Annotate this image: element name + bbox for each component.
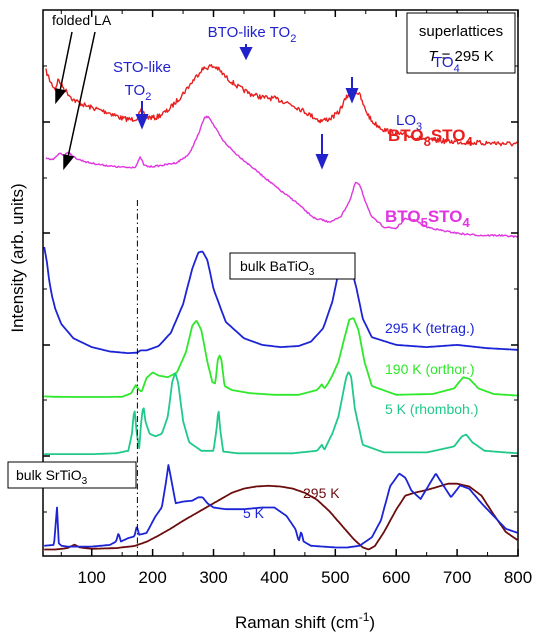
blue-peak-arrows [135, 44, 359, 170]
legend-line-2: T = 295 K [428, 48, 493, 65]
spectrum-bulk-srtio3-5-k [44, 464, 518, 549]
x-tick-label-800: 800 [504, 568, 532, 587]
bulk-srtio3-box: bulk SrTiO3 [7, 461, 137, 489]
to4-label: TO4 [433, 54, 460, 75]
bto5sto4-label: BTO5STO4 [385, 207, 470, 230]
x-axis-label: Raman shift (cm-1) [235, 610, 375, 632]
y-axis-label: Intensity (arb. units) [8, 183, 27, 332]
legend-line-1: superlattices [419, 23, 503, 40]
bto8sto4-label: BTO8STO4 [388, 126, 473, 149]
label-190k-orthor: 190 K (orthor.) [385, 361, 475, 377]
folded-la-arrows [55, 31, 96, 171]
spectrum-bto8sto4 [45, 64, 518, 147]
x-tick-label-200: 200 [138, 568, 166, 587]
x-tick-label-600: 600 [382, 568, 410, 587]
bulk-srtio3-label: bulk SrTiO3 [16, 467, 88, 487]
x-tick-label-300: 300 [199, 568, 227, 587]
x-tick-label-700: 700 [443, 568, 471, 587]
spectra-curves [43, 64, 518, 551]
bto-like-to2-label: BTO-like TO2 [208, 24, 297, 45]
bulk-batio3-box: bulk BaTiO3 [229, 252, 356, 280]
label-srtio3-5k: 5 K [243, 505, 265, 521]
spectrum-bulk-batio3-5-k-rhomboh [44, 371, 518, 455]
label-295k-tetrag: 295 K (tetrag.) [385, 320, 475, 336]
lo3-label: LO3 [396, 112, 422, 133]
x-tick-label-500: 500 [321, 568, 349, 587]
superlattices-legend-box: superlattices T = 295 K [406, 12, 516, 74]
spectrum-bulk-batio3-295-k-tetrag [43, 246, 518, 354]
label-5k-rhomboh: 5 K (rhomboh.) [385, 401, 478, 417]
y-axis-ticks [43, 65, 518, 513]
spectrum-bulk-batio3-190-k-orthor [44, 317, 518, 398]
sto-like-label: STO-like [113, 59, 171, 76]
x-tick-label-400: 400 [260, 568, 288, 587]
spectrum-bulk-srtio3-295-k [44, 482, 518, 551]
plot-frame [42, 9, 519, 557]
x-tick-label-100: 100 [78, 568, 106, 587]
x-axis-ticks: 100 200 300 400 500 600 700 800 [60, 10, 532, 587]
label-srtio3-295k: 295 K [303, 485, 340, 501]
spectrum-bto5sto4 [45, 115, 518, 238]
sto-like-to2-label: TO2 [125, 82, 152, 103]
folded-la-label: folded LA [52, 12, 112, 28]
bulk-batio3-label: bulk BaTiO3 [240, 258, 315, 278]
